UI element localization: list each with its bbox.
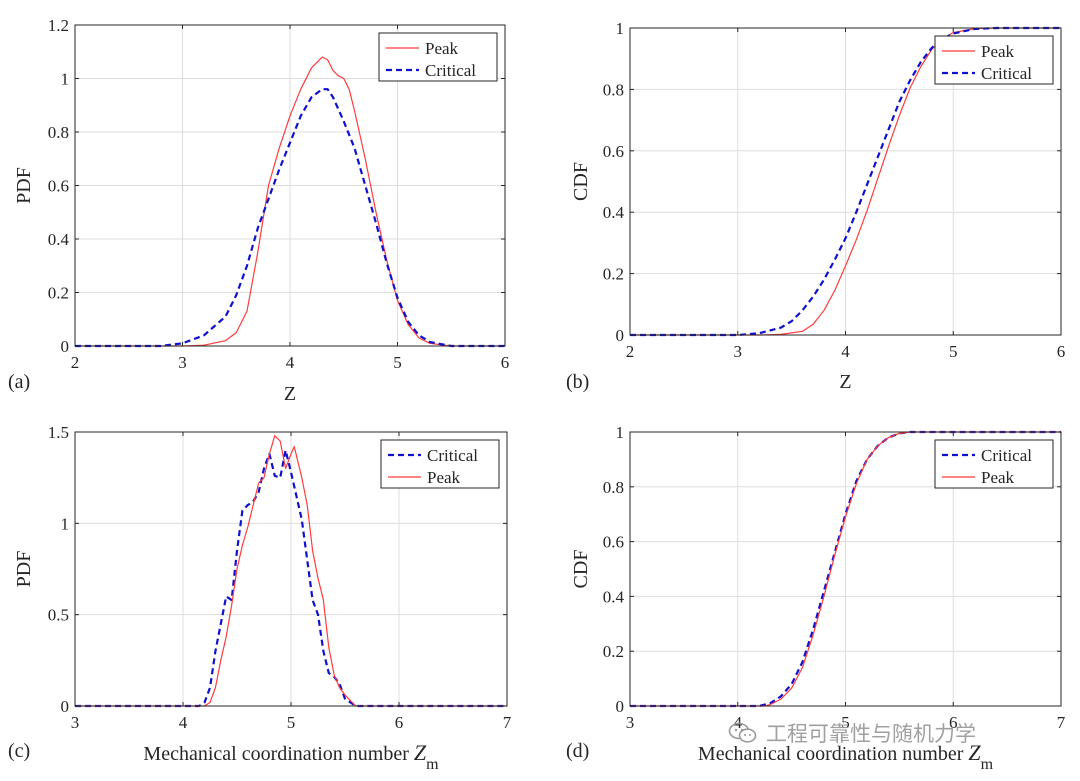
series-line-peak — [75, 435, 507, 707]
series-line-critical — [75, 449, 507, 708]
y-tick-label: 1.5 — [48, 423, 69, 442]
legend: Peak Critical — [934, 35, 1054, 85]
y-tick-label: 0 — [61, 697, 70, 716]
x-tick-label: 6 — [395, 713, 404, 732]
x-tick-label: 4 — [286, 353, 295, 372]
series-line-critical — [75, 88, 505, 348]
y-tick-label: 0.4 — [603, 587, 625, 606]
legend-label-critical: Critical — [981, 446, 1032, 465]
legend: Peak Critical — [378, 32, 498, 82]
legend-label-critical: Critical — [981, 64, 1032, 83]
legend-box — [934, 439, 1054, 489]
y-tick-label: 0.8 — [603, 478, 624, 497]
y-tick-label: 0.2 — [48, 284, 69, 303]
y-tick-label: 1 — [61, 70, 70, 89]
y-tick-label: 1.2 — [48, 16, 69, 35]
y-axis-label: PDF — [13, 167, 35, 204]
x-tick-label: 6 — [501, 353, 510, 372]
x-axis-label: Z — [284, 383, 296, 405]
y-tick-label: 0.2 — [603, 642, 624, 661]
legend-label-critical: Critical — [427, 446, 478, 465]
x-tick-label: 5 — [287, 713, 296, 732]
legend-label-peak: Peak — [981, 468, 1015, 487]
chart-panel-b: 2 3 4 5 6 0 0.2 0.4 0.6 0.8 1 CDF Z (b) Peak Critical — [566, 19, 1065, 393]
x-tick-label: 6 — [949, 713, 958, 732]
x-axis-label: Mechanical coordination number Zm — [143, 740, 439, 773]
y-tick-label: 0.6 — [48, 177, 69, 196]
y-tick-label: 0 — [616, 697, 625, 716]
watermark-text: 工程可靠性与随机力学 — [766, 722, 976, 746]
x-tick-label: 3 — [178, 353, 187, 372]
y-tick-label: 1 — [616, 19, 625, 38]
y-tick-label: 0.6 — [603, 142, 624, 161]
legend: Critical Peak — [380, 439, 500, 489]
legend: Critical Peak — [934, 439, 1054, 489]
chart-panel-c: 3 4 5 6 7 0 0.5 1 1.5 PDF Mechanical coordination … — [8, 423, 512, 773]
y-tick-label: 0.4 — [603, 203, 625, 222]
x-axis-label: Z — [839, 371, 851, 393]
series-line-peak — [630, 431, 1061, 707]
x-tick-label: 7 — [1057, 713, 1066, 732]
x-tick-label: 5 — [841, 713, 850, 732]
y-tick-label: 0.4 — [48, 230, 70, 249]
legend-label-peak: Peak — [425, 39, 459, 58]
y-tick-label: 0.6 — [603, 533, 624, 552]
x-tick-label: 3 — [734, 342, 743, 361]
y-tick-label: 0.8 — [603, 80, 624, 99]
y-tick-label: 1 — [616, 423, 625, 442]
x-tick-label: 3 — [71, 713, 80, 732]
x-tick-label: 5 — [949, 342, 958, 361]
chart-panel-d: 3 4 5 6 7 0 0.2 0.4 0.6 0.8 1 CDF Mechanical coordin… — [566, 423, 1066, 773]
y-tick-label: 1 — [61, 514, 70, 533]
wechat-icon — [728, 722, 757, 743]
panel-label: (d) — [566, 740, 589, 762]
legend-label-critical: Critical — [425, 61, 476, 80]
x-tick-label: 3 — [626, 713, 635, 732]
watermark: 工程可靠性与随机力学 — [728, 716, 1058, 750]
y-tick-label: 0 — [616, 326, 625, 345]
y-axis-label: CDF — [570, 550, 592, 589]
x-tick-label: 2 — [626, 342, 635, 361]
x-tick-label: 4 — [734, 713, 743, 732]
y-axis-label: PDF — [13, 551, 35, 588]
legend-box — [934, 35, 1054, 85]
x-axis-label: Mechanical coordination number Zm — [698, 740, 994, 773]
y-tick-label: 0.8 — [48, 123, 69, 142]
panel-label: (a) — [8, 371, 30, 393]
x-tick-label: 5 — [393, 353, 402, 372]
chart-panel-a: 2 3 4 5 6 0 0.2 0.4 0.6 0.8 1 1.2 PDF Z (a) Peak Critica… — [8, 16, 509, 405]
legend-label-peak: Peak — [427, 468, 461, 487]
x-tick-label: 7 — [503, 713, 512, 732]
panel-label: (b) — [566, 371, 589, 393]
y-axis-label: CDF — [570, 162, 592, 201]
x-tick-label: 4 — [179, 713, 188, 732]
y-tick-label: 0.2 — [603, 265, 624, 284]
x-tick-label: 6 — [1057, 342, 1066, 361]
y-tick-label: 0.5 — [48, 606, 69, 625]
legend-box — [380, 439, 500, 489]
legend-box — [378, 32, 498, 82]
legend-label-peak: Peak — [981, 42, 1015, 61]
x-tick-label: 4 — [841, 342, 850, 361]
panel-label: (c) — [8, 740, 30, 762]
x-tick-label: 2 — [71, 353, 80, 372]
y-tick-label: 0 — [61, 337, 70, 356]
